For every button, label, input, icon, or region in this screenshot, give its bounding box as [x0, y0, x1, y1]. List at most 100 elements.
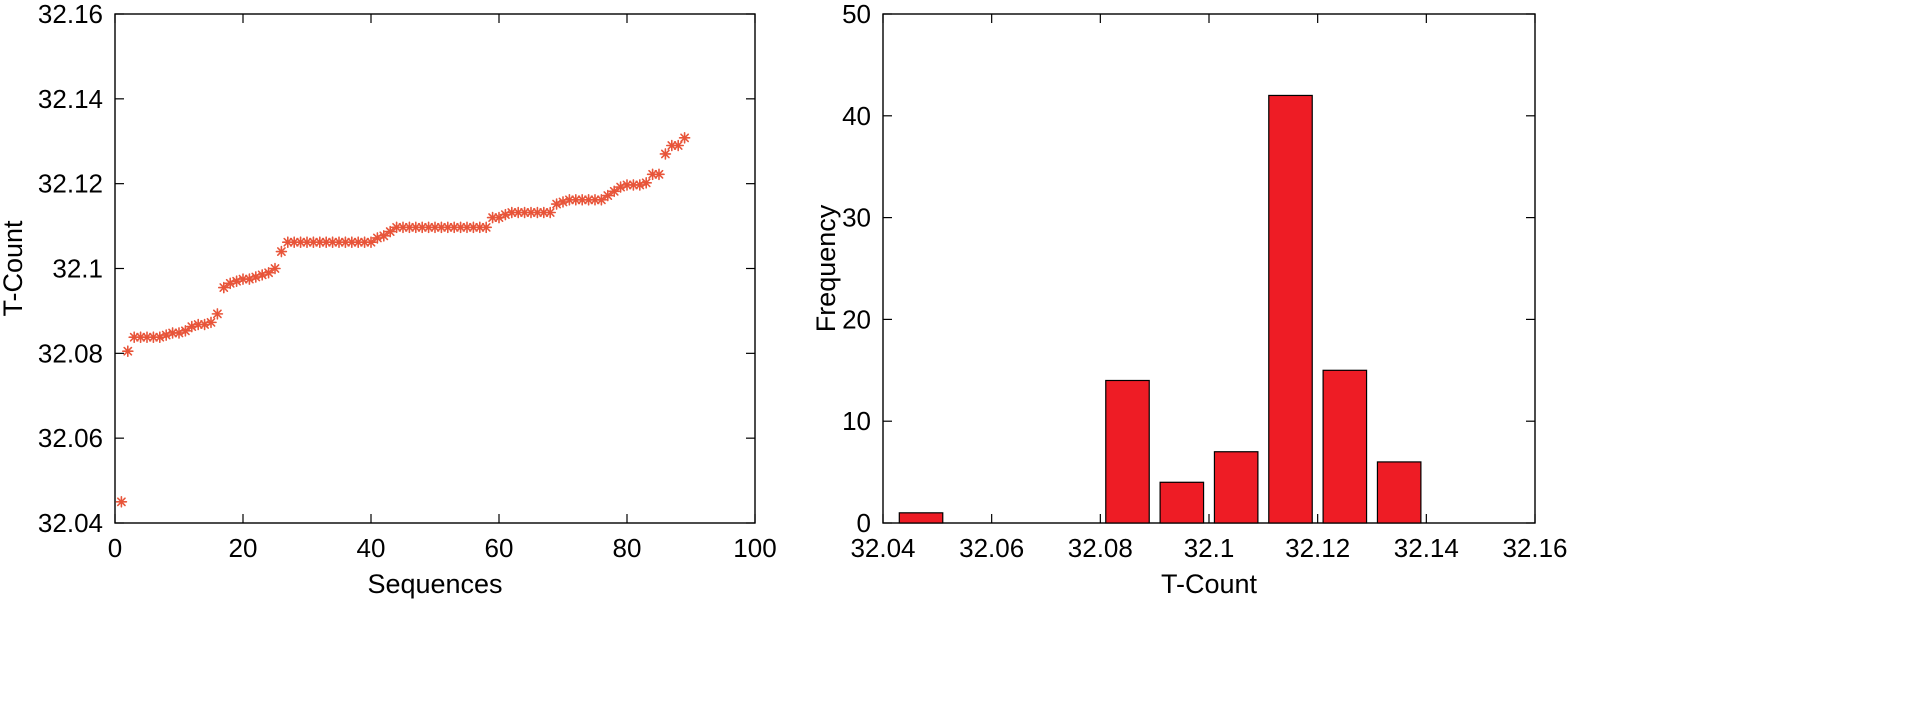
marker-stroke — [520, 208, 530, 217]
data-point — [166, 327, 179, 339]
scatter-y-tick-label: 32.1 — [52, 254, 103, 284]
data-point — [595, 193, 608, 206]
data-point — [557, 196, 569, 208]
marker-stroke — [340, 237, 350, 247]
marker-stroke — [392, 222, 402, 232]
data-point — [294, 236, 307, 249]
data-point — [211, 308, 224, 320]
data-point — [397, 221, 409, 234]
scatter-x-tick-label: 80 — [613, 533, 642, 563]
histogram-y-tick-label: 30 — [842, 203, 871, 233]
marker-stroke — [507, 208, 517, 217]
marker-stroke — [379, 231, 389, 241]
marker-stroke — [347, 237, 357, 247]
marker-stroke — [142, 332, 152, 342]
marker-stroke — [302, 237, 312, 247]
data-point — [486, 211, 499, 224]
scatter-x-tick-label: 60 — [485, 533, 514, 563]
scatter-x-tick-label: 0 — [108, 533, 122, 563]
data-point — [544, 206, 557, 219]
marker-stroke — [430, 222, 440, 232]
marker-stroke — [328, 237, 338, 247]
data-point — [608, 185, 621, 198]
data-point — [678, 132, 691, 144]
marker-stroke — [577, 195, 587, 205]
data-point — [115, 495, 128, 508]
marker-stroke — [590, 195, 600, 205]
marker-stroke — [385, 227, 395, 236]
marker-stroke — [462, 222, 472, 232]
histogram-x-axis-label: T-Count — [1161, 569, 1258, 599]
marker-stroke — [404, 222, 414, 232]
marker-stroke — [264, 268, 274, 278]
histogram-x-tick-label: 32.12 — [1285, 533, 1350, 563]
data-point — [179, 325, 192, 337]
marker-stroke — [571, 195, 581, 205]
scatter-y-tick-label: 32.12 — [38, 169, 103, 199]
marker-stroke — [673, 141, 683, 150]
histogram-x-tick-label: 32.14 — [1394, 533, 1459, 563]
data-point — [275, 245, 288, 258]
data-point — [531, 206, 544, 219]
scatter-chart: 0 20 40 60 80 100 32.04 32.06 32.08 32.1 32.12 32.1… — [0, 0, 777, 599]
marker-stroke — [308, 237, 318, 247]
marker-stroke — [424, 222, 434, 232]
scatter-y-tick-label: 32.14 — [38, 84, 103, 114]
marker-stroke — [136, 332, 145, 342]
histogram-x-tick-label: 32.16 — [1502, 533, 1567, 563]
marker-stroke — [219, 283, 229, 292]
data-point — [320, 236, 333, 249]
marker-stroke — [628, 180, 638, 190]
marker-stroke — [641, 178, 651, 188]
data-point — [262, 266, 275, 279]
marker-stroke — [366, 237, 376, 247]
marker-stroke — [596, 195, 606, 205]
marker-stroke — [481, 222, 491, 232]
marker-stroke — [193, 320, 203, 329]
marker-stroke — [468, 222, 478, 232]
data-point — [352, 236, 365, 249]
marker-stroke — [276, 247, 286, 256]
data-point — [448, 221, 461, 234]
histogram-bar — [1268, 94, 1313, 524]
marker-stroke — [564, 195, 574, 205]
histogram-y-tick-label: 20 — [842, 304, 871, 334]
data-point — [122, 345, 134, 358]
marker-stroke — [283, 237, 293, 247]
marker-stroke — [296, 237, 306, 247]
marker-stroke — [181, 326, 190, 336]
scatter-x-tick-label: 40 — [357, 533, 386, 563]
marker-stroke — [353, 237, 363, 247]
marker-stroke — [315, 237, 325, 247]
marker-stroke — [584, 195, 594, 205]
histogram-x-tick-label: 32.04 — [850, 533, 915, 563]
data-point — [454, 221, 467, 234]
marker-stroke — [539, 208, 549, 217]
histogram-x-tick-label: 32.08 — [1068, 533, 1133, 563]
marker-stroke — [603, 191, 613, 200]
histogram-bar — [1105, 379, 1150, 524]
data-point — [429, 221, 441, 234]
data-point — [441, 221, 454, 234]
marker-stroke — [545, 208, 555, 217]
marker-stroke — [622, 180, 632, 190]
scatter-x-axis-label: Sequences — [367, 569, 502, 599]
histogram-bar — [898, 512, 944, 524]
scatter-y-tick-label: 32.04 — [38, 508, 103, 538]
data-point — [377, 230, 390, 242]
scatter-plot-frame — [114, 13, 756, 524]
marker-stroke — [123, 346, 133, 356]
data-point — [435, 221, 448, 234]
marker-stroke — [168, 328, 177, 338]
data-point — [205, 316, 217, 329]
scatter-x-tick-label: 20 — [229, 533, 258, 563]
marker-stroke — [238, 274, 248, 284]
histogram-y-tick-label: 50 — [842, 0, 871, 29]
data-point — [326, 236, 339, 249]
marker-stroke — [206, 317, 216, 327]
histogram-bar — [1159, 481, 1205, 524]
marker-stroke — [488, 213, 498, 222]
histogram-y-tick-label: 40 — [842, 101, 871, 131]
data-point — [672, 139, 685, 152]
marker-stroke — [334, 237, 344, 247]
